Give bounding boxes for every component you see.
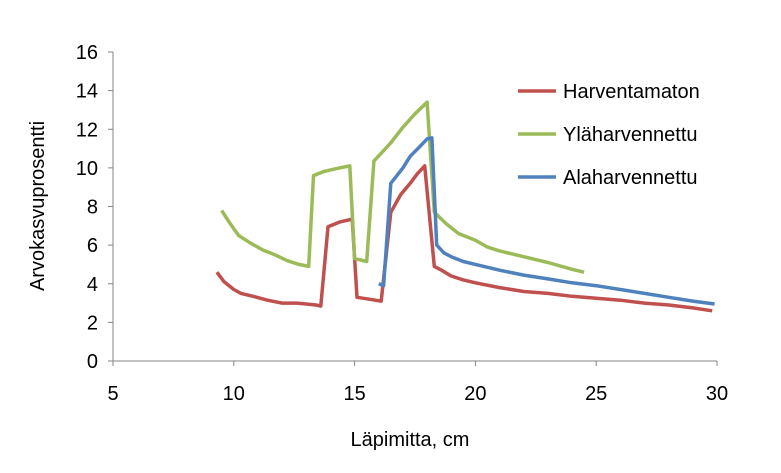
x-tick-label: 5 xyxy=(107,383,118,405)
x-ticks: 5 10 15 20 25 30 xyxy=(107,361,728,405)
x-tick-label: 30 xyxy=(706,383,728,405)
x-axis: 5 10 15 20 25 30 xyxy=(107,360,728,405)
series-line-harventamaton xyxy=(215,164,713,313)
legend-label-alaharvennettu: Alaharvennettu xyxy=(563,167,698,189)
series-line-alaharvennettu xyxy=(378,136,715,306)
x-tick-label: 10 xyxy=(223,383,245,405)
x-tick-label: 15 xyxy=(343,383,365,405)
y-ticks: 0 2 4 6 8 10 12 14 16 xyxy=(76,42,113,373)
y-tick-label: 8 xyxy=(87,197,98,219)
legend-label-yl-harvennettu: Yläharvennettu xyxy=(563,124,698,146)
y-tick-label: 14 xyxy=(76,81,98,103)
legend: Harventamaton Yläharvennettu Alaharvennett… xyxy=(518,81,700,189)
y-tick-label: 2 xyxy=(87,312,98,334)
y-tick-label: 4 xyxy=(87,274,98,296)
x-tick-label: 20 xyxy=(464,383,486,405)
y-axis-title: Arvokasvuprosentti xyxy=(27,121,49,291)
series-group xyxy=(215,100,715,313)
y-axis: 0 2 4 6 8 10 12 14 16 xyxy=(76,42,114,373)
y-tick-label: 6 xyxy=(87,235,98,257)
x-axis-title: Läpimitta, cm xyxy=(351,429,470,451)
x-tick-label: 25 xyxy=(585,383,607,405)
y-tick-label: 12 xyxy=(76,119,98,141)
series-line-yl-harvennettu xyxy=(220,100,585,274)
legend-label-harventamaton: Harventamaton xyxy=(563,81,700,103)
y-tick-label: 16 xyxy=(76,42,98,64)
y-tick-label: 0 xyxy=(87,351,98,373)
y-tick-label: 10 xyxy=(76,158,98,180)
